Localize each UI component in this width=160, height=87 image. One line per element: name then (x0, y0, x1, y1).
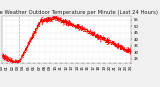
Title: Milwaukee Weather Outdoor Temperature per Minute (Last 24 Hours): Milwaukee Weather Outdoor Temperature pe… (0, 10, 158, 15)
